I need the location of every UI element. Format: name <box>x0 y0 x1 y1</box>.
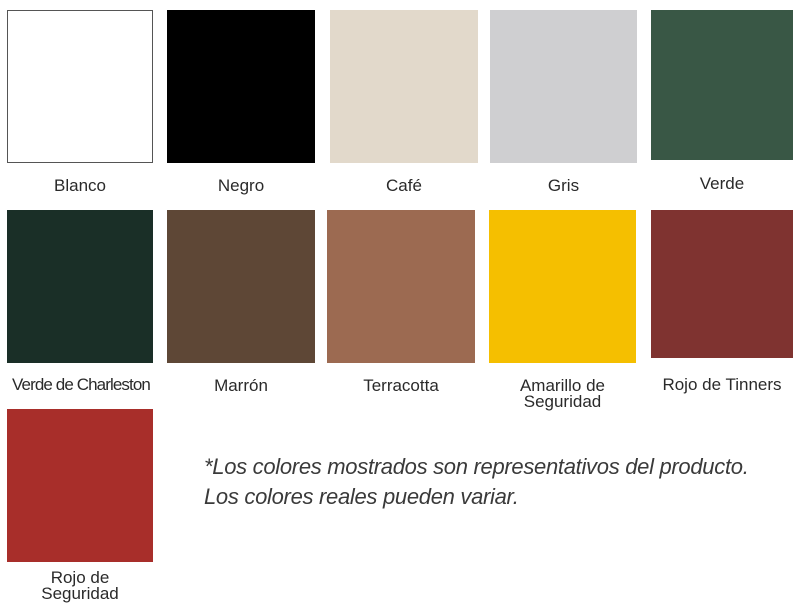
label-cafe: Café <box>386 176 422 195</box>
label-negro: Negro <box>217 176 265 195</box>
swatch-marron <box>167 210 315 363</box>
swatch-cafe <box>330 10 478 163</box>
swatch-verde-de-charleston <box>7 210 153 363</box>
label-rojo-de-seguridad: Rojo de Seguridad <box>41 568 119 603</box>
label-verde: Verde <box>699 174 745 193</box>
swatch-blanco <box>7 10 153 163</box>
label-amarillo-de-seguridad: Amarillo de Seguridad <box>519 376 606 411</box>
swatch-amarillo-de-seguridad <box>489 210 636 363</box>
label-terracotta: Terracotta <box>363 376 439 395</box>
label-verde-de-charleston: Verde de Charleston <box>12 375 151 394</box>
swatch-rojo-de-tinners <box>651 210 793 358</box>
swatch-negro <box>167 10 315 163</box>
label-rojo-de-tinners: Rojo de Tinners <box>662 375 782 394</box>
swatch-gris <box>490 10 637 163</box>
disclaimer-line-2: Los colores reales pueden variar. <box>204 484 519 509</box>
swatch-rojo-de-seguridad <box>7 409 153 562</box>
disclaimer-note: *Los colores mostrados son representativ… <box>204 452 749 512</box>
label-blanco: Blanco <box>54 176 106 195</box>
swatch-verde <box>651 10 793 160</box>
label-marron: Marrón <box>214 376 268 395</box>
swatch-terracotta <box>327 210 475 363</box>
disclaimer-line-1: *Los colores mostrados son representativ… <box>204 454 749 479</box>
label-gris: Gris <box>547 176 580 195</box>
